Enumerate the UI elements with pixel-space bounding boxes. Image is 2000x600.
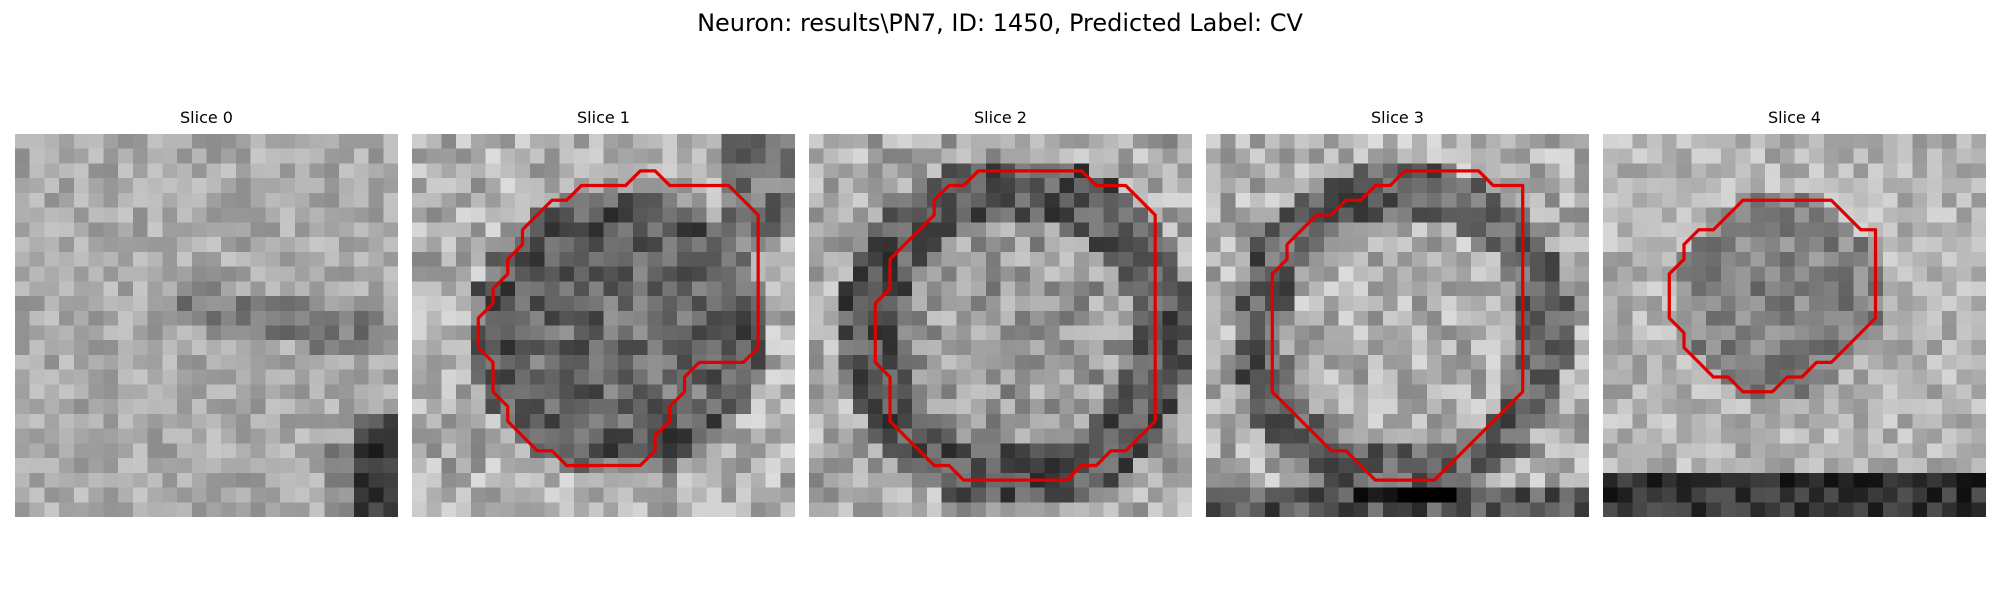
panel-title: Slice 0 <box>180 108 233 127</box>
panel-title: Slice 2 <box>974 108 1027 127</box>
segmentation-contour <box>873 169 1157 482</box>
panel-slice-1: Slice 1 <box>412 108 795 517</box>
panel-title: Slice 1 <box>577 108 630 127</box>
grayscale-image <box>15 134 398 517</box>
contour-overlay <box>873 169 1157 482</box>
grayscale-image <box>809 134 1192 517</box>
segmentation-contour <box>1270 169 1525 482</box>
panel-title: Slice 3 <box>1371 108 1424 127</box>
segmentation-contour <box>476 169 760 468</box>
panel-title: Slice 4 <box>1768 108 1821 127</box>
grayscale-image <box>1206 134 1589 517</box>
grayscale-image <box>412 134 795 517</box>
grayscale-image <box>1603 134 1986 517</box>
panel-slice-0: Slice 0 <box>15 108 398 517</box>
contour-overlay <box>1667 198 1878 394</box>
segmentation-contour <box>1667 198 1878 394</box>
contour-overlay <box>476 169 760 468</box>
figure-title: Neuron: results\PN7, ID: 1450, Predicted… <box>697 9 1303 37</box>
contour-overlay <box>15 134 398 517</box>
contour-overlay <box>1270 169 1525 482</box>
panel-slice-2: Slice 2 <box>809 108 1192 517</box>
panel-slice-3: Slice 3 <box>1206 108 1589 517</box>
panel-slice-4: Slice 4 <box>1603 108 1986 517</box>
